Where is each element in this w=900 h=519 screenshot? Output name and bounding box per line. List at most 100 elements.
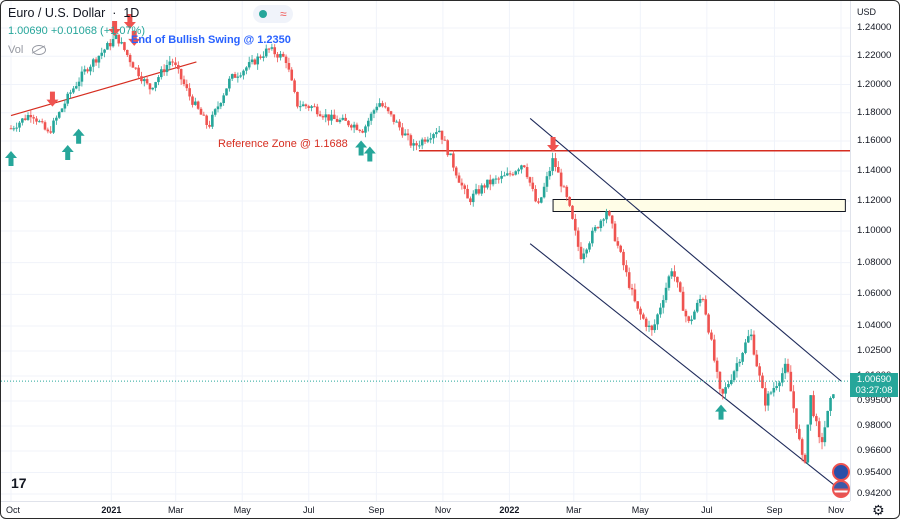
eye-off-icon[interactable] xyxy=(32,45,47,56)
candle-body xyxy=(514,171,518,175)
candle-body xyxy=(829,397,832,411)
candle-body xyxy=(256,56,260,65)
candle-body xyxy=(764,388,767,406)
candle-body xyxy=(352,124,356,128)
candle-body xyxy=(531,182,535,189)
wave-icon[interactable]: ≈ xyxy=(280,7,287,21)
candle-body xyxy=(137,67,140,77)
candle-body xyxy=(486,179,489,188)
last-price-badge: 1.00690 03:27:08 xyxy=(850,373,898,397)
candle-body xyxy=(174,62,177,65)
signal-arrows xyxy=(5,13,728,420)
candle-body xyxy=(213,109,217,115)
currency-label[interactable]: USD xyxy=(857,7,877,17)
candle-body xyxy=(364,126,367,133)
candle-body xyxy=(429,138,432,140)
candle-body xyxy=(23,118,27,120)
candle-body xyxy=(372,110,376,114)
candle-body xyxy=(15,127,18,129)
candle-body xyxy=(100,52,104,56)
candle-body xyxy=(378,103,381,107)
candle-body xyxy=(497,178,501,180)
volume-label: Vol xyxy=(8,44,24,56)
descending-channel xyxy=(529,117,842,491)
candle-body xyxy=(392,114,396,122)
candle-body xyxy=(298,106,302,108)
candle-body xyxy=(301,104,305,107)
candle-body xyxy=(809,395,812,425)
time-tick: Mar xyxy=(566,505,582,515)
candle-body xyxy=(182,79,186,85)
candle-body xyxy=(576,230,580,247)
gear-icon[interactable]: ⚙ xyxy=(872,502,885,518)
candle-body xyxy=(228,78,231,89)
time-tick: Nov xyxy=(827,505,845,515)
candle-body xyxy=(653,324,657,331)
candle-body xyxy=(94,59,98,63)
candle-body xyxy=(18,122,21,128)
candle-body xyxy=(500,175,503,179)
price-chart[interactable] xyxy=(1,1,850,501)
time-tick: 2021 xyxy=(101,505,122,515)
candle-body xyxy=(162,69,166,73)
candle-body xyxy=(279,53,282,58)
candle-body xyxy=(752,334,756,355)
ohlc-values: 1.00690 +0.01068 (+1.07%) xyxy=(8,25,146,37)
candle-body xyxy=(596,227,600,229)
interval[interactable]: 1D xyxy=(123,6,140,20)
candle-body xyxy=(318,114,322,117)
legend-controls[interactable]: ≈ xyxy=(253,5,293,23)
candle-body xyxy=(817,421,821,438)
price-tick: 1.14000 xyxy=(857,165,892,176)
candle-body xyxy=(89,66,92,72)
price-tick: 0.99500 xyxy=(857,395,892,406)
candle-body xyxy=(293,80,296,92)
time-axis[interactable] xyxy=(1,501,850,518)
candle-body xyxy=(488,179,492,185)
price-tick: 0.94200 xyxy=(857,488,892,499)
candle-body xyxy=(783,363,787,374)
candle-body xyxy=(562,186,566,188)
candle-body xyxy=(554,158,557,168)
candle-body xyxy=(69,92,72,94)
candle-body xyxy=(259,56,262,58)
candle-body xyxy=(140,76,143,82)
volume-legend[interactable]: Vol xyxy=(8,44,47,56)
candle-body xyxy=(242,70,245,76)
candle-body xyxy=(650,325,654,331)
candle-body xyxy=(556,167,560,173)
resistance-zone-box xyxy=(552,199,846,212)
candle-body xyxy=(585,249,588,254)
eu-flag-icon[interactable] xyxy=(832,463,850,481)
candle-body xyxy=(205,115,208,125)
candle-body xyxy=(741,352,744,362)
trendline xyxy=(10,61,197,117)
candle-body xyxy=(676,276,679,283)
us-flag-icon[interactable] xyxy=(832,480,850,498)
symbol-name: Euro / U.S. Dollar xyxy=(8,6,106,20)
candle-body xyxy=(296,91,299,107)
candle-body xyxy=(491,179,495,185)
candle-body xyxy=(457,175,461,183)
candle-body xyxy=(367,120,370,127)
candle-body xyxy=(216,106,220,110)
buy-arrow-icon xyxy=(72,128,85,144)
candle-body xyxy=(247,62,251,68)
candle-body xyxy=(142,79,146,82)
candle-body xyxy=(125,49,129,55)
candle-body xyxy=(60,108,64,113)
candle-body xyxy=(185,84,189,89)
symbol-legend[interactable]: Euro / U.S. Dollar · 1D xyxy=(8,6,139,20)
candle-body xyxy=(667,276,671,288)
candle-body xyxy=(304,104,308,107)
candle-body xyxy=(443,139,447,141)
price-axis[interactable] xyxy=(850,1,899,501)
candle-body xyxy=(97,55,101,63)
candle-body xyxy=(35,118,38,122)
candle-body xyxy=(781,373,784,383)
candle-body xyxy=(154,82,157,88)
candle-body xyxy=(772,388,776,393)
tradingview-logo[interactable]: 17 xyxy=(11,475,27,491)
candle-body xyxy=(693,311,696,320)
candle-body xyxy=(49,131,53,133)
